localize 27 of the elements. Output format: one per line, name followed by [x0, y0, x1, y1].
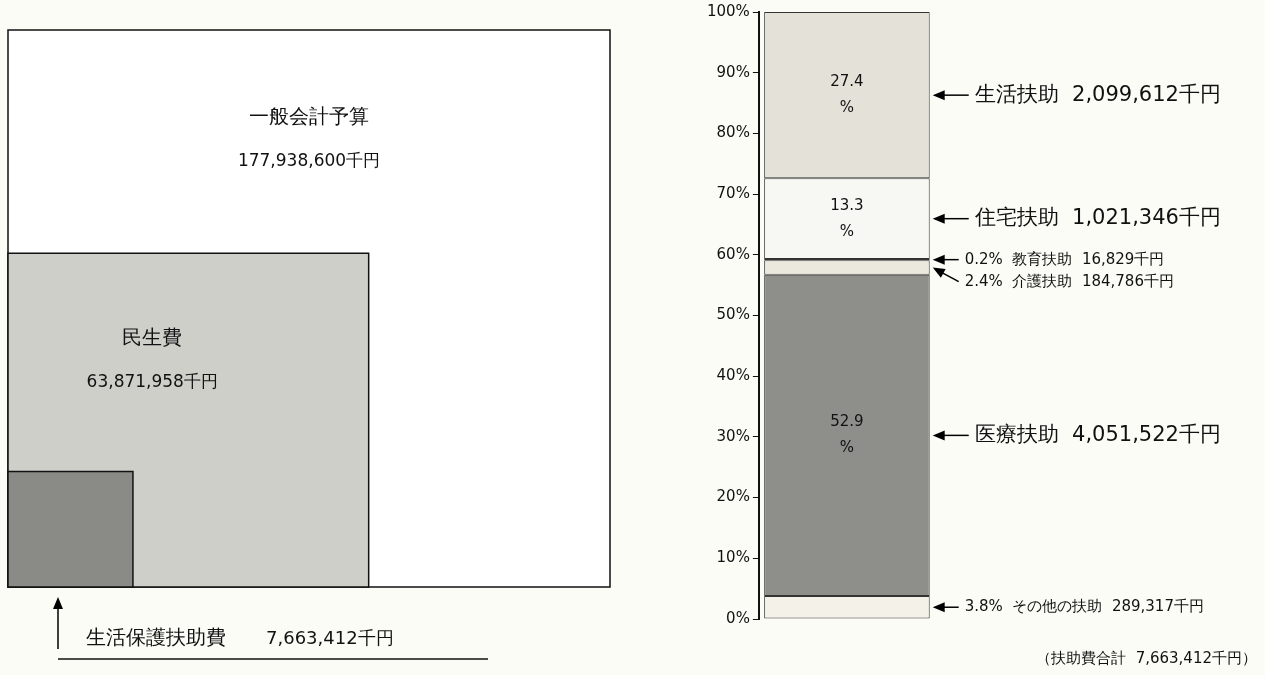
y-tick-label: 90% [716, 62, 750, 81]
data-label: 13.3 % [830, 195, 864, 240]
y-tick-label: 10% [716, 548, 750, 567]
text: 医療扶助 4,051,522千円 [974, 421, 1221, 446]
text: 3.8% その他の扶助 289,317千円 [964, 597, 1204, 616]
y-tick-label: 20% [716, 487, 750, 506]
y-tick-label: 0% [726, 608, 750, 627]
data-label: 63,871,958千円 [86, 370, 218, 391]
y-tick-label: 40% [716, 366, 750, 385]
data-label: 52.9 % [830, 412, 864, 457]
text: 生活扶助 2,099,612千円 [974, 81, 1221, 106]
text: 住宅扶助 1,021,346千円 [973, 205, 1221, 230]
text: 0.2% 教育扶助 16,829千円 [964, 249, 1165, 268]
y-tick-label: 50% [716, 305, 750, 324]
data-label: 7,663,412千円 [266, 626, 394, 648]
text: （扶助費合計 7,663,412千円） [1036, 648, 1257, 667]
data-label: 27.4 % [830, 72, 864, 117]
text: 2.4% 介護扶助 184,786千円 [964, 271, 1174, 290]
category-label: 一般会計予算 [249, 103, 369, 128]
y-tick-label: 100% [706, 1, 750, 20]
data-label: 177,938,600千円 [237, 150, 381, 171]
y-tick-label: 60% [716, 244, 750, 263]
category-label: 生活保護扶助費 [86, 625, 226, 650]
category-label: 民生費 [122, 324, 183, 349]
y-tick-label: 80% [716, 123, 750, 142]
y-tick-label: 30% [716, 426, 750, 445]
y-tick-label: 70% [716, 183, 750, 202]
